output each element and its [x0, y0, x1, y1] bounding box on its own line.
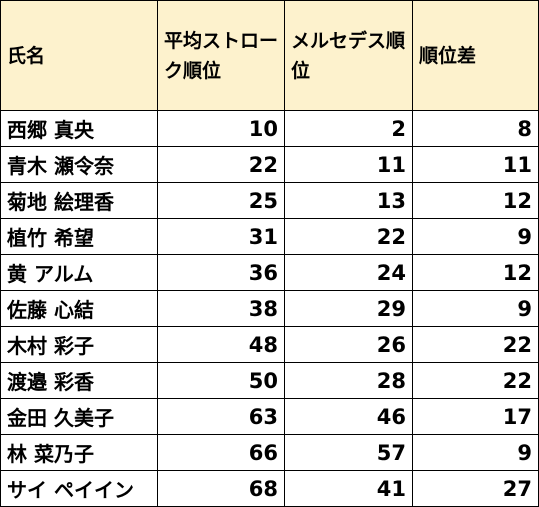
cell-average-stroke-rank: 31 — [157, 218, 285, 255]
cell-mercedes-rank: 46 — [284, 398, 413, 435]
cell-rank-difference: 9 — [412, 290, 539, 327]
cell-mercedes-rank: 24 — [284, 254, 413, 291]
table-row: サイ ペイイン 68 41 27 — [0, 470, 539, 507]
header-name: 氏名 — [0, 0, 158, 111]
cell-average-stroke-rank: 36 — [157, 254, 285, 291]
cell-rank-difference: 8 — [412, 110, 539, 147]
cell-mercedes-rank: 28 — [284, 362, 413, 399]
cell-average-stroke-rank: 48 — [157, 326, 285, 363]
table-row: 植竹 希望 31 22 9 — [0, 218, 539, 255]
cell-name: サイ ペイイン — [0, 470, 158, 507]
cell-name: 西郷 真央 — [0, 110, 158, 147]
table-row: 黄 アルム 36 24 12 — [0, 254, 539, 291]
cell-rank-difference: 12 — [412, 254, 539, 291]
header-average-stroke-rank: 平均ストローク順位 — [157, 0, 285, 111]
cell-average-stroke-rank: 63 — [157, 398, 285, 435]
cell-rank-difference: 9 — [412, 434, 539, 471]
table-row: 佐藤 心結 38 29 9 — [0, 290, 539, 327]
cell-average-stroke-rank: 10 — [157, 110, 285, 147]
cell-mercedes-rank: 2 — [284, 110, 413, 147]
cell-mercedes-rank: 57 — [284, 434, 413, 471]
table-body: 西郷 真央 10 2 8 青木 瀬令奈 22 11 11 菊地 絵理香 25 13 12 植竹 希望 31… — [0, 110, 539, 507]
cell-name: 植竹 希望 — [0, 218, 158, 255]
cell-mercedes-rank: 22 — [284, 218, 413, 255]
cell-name: 佐藤 心結 — [0, 290, 158, 327]
table-row: 金田 久美子 63 46 17 — [0, 398, 539, 435]
cell-average-stroke-rank: 68 — [157, 470, 285, 507]
header-mercedes-rank: メルセデス順位 — [284, 0, 413, 111]
cell-average-stroke-rank: 50 — [157, 362, 285, 399]
cell-name: 金田 久美子 — [0, 398, 158, 435]
cell-name: 林 菜乃子 — [0, 434, 158, 471]
cell-mercedes-rank: 11 — [284, 146, 413, 183]
cell-mercedes-rank: 29 — [284, 290, 413, 327]
cell-average-stroke-rank: 22 — [157, 146, 285, 183]
table-row: 渡邉 彩香 50 28 22 — [0, 362, 539, 399]
cell-rank-difference: 9 — [412, 218, 539, 255]
cell-name: 渡邉 彩香 — [0, 362, 158, 399]
cell-rank-difference: 22 — [412, 362, 539, 399]
cell-name: 菊地 絵理香 — [0, 182, 158, 219]
table-row: 木村 彩子 48 26 22 — [0, 326, 539, 363]
table-row: 青木 瀬令奈 22 11 11 — [0, 146, 539, 183]
cell-name: 青木 瀬令奈 — [0, 146, 158, 183]
table-row: 林 菜乃子 66 57 9 — [0, 434, 539, 471]
header-rank-difference: 順位差 — [412, 0, 539, 111]
cell-average-stroke-rank: 38 — [157, 290, 285, 327]
cell-rank-difference: 22 — [412, 326, 539, 363]
cell-name: 黄 アルム — [0, 254, 158, 291]
cell-rank-difference: 11 — [412, 146, 539, 183]
cell-rank-difference: 12 — [412, 182, 539, 219]
table-header: 氏名 平均ストローク順位 メルセデス順位 順位差 — [0, 0, 539, 111]
cell-rank-difference: 27 — [412, 470, 539, 507]
cell-name: 木村 彩子 — [0, 326, 158, 363]
cell-mercedes-rank: 26 — [284, 326, 413, 363]
cell-average-stroke-rank: 25 — [157, 182, 285, 219]
header-row: 氏名 平均ストローク順位 メルセデス順位 順位差 — [0, 0, 539, 111]
cell-mercedes-rank: 41 — [284, 470, 413, 507]
table-row: 菊地 絵理香 25 13 12 — [0, 182, 539, 219]
cell-average-stroke-rank: 66 — [157, 434, 285, 471]
table-row: 西郷 真央 10 2 8 — [0, 110, 539, 147]
cell-mercedes-rank: 13 — [284, 182, 413, 219]
cell-rank-difference: 17 — [412, 398, 539, 435]
